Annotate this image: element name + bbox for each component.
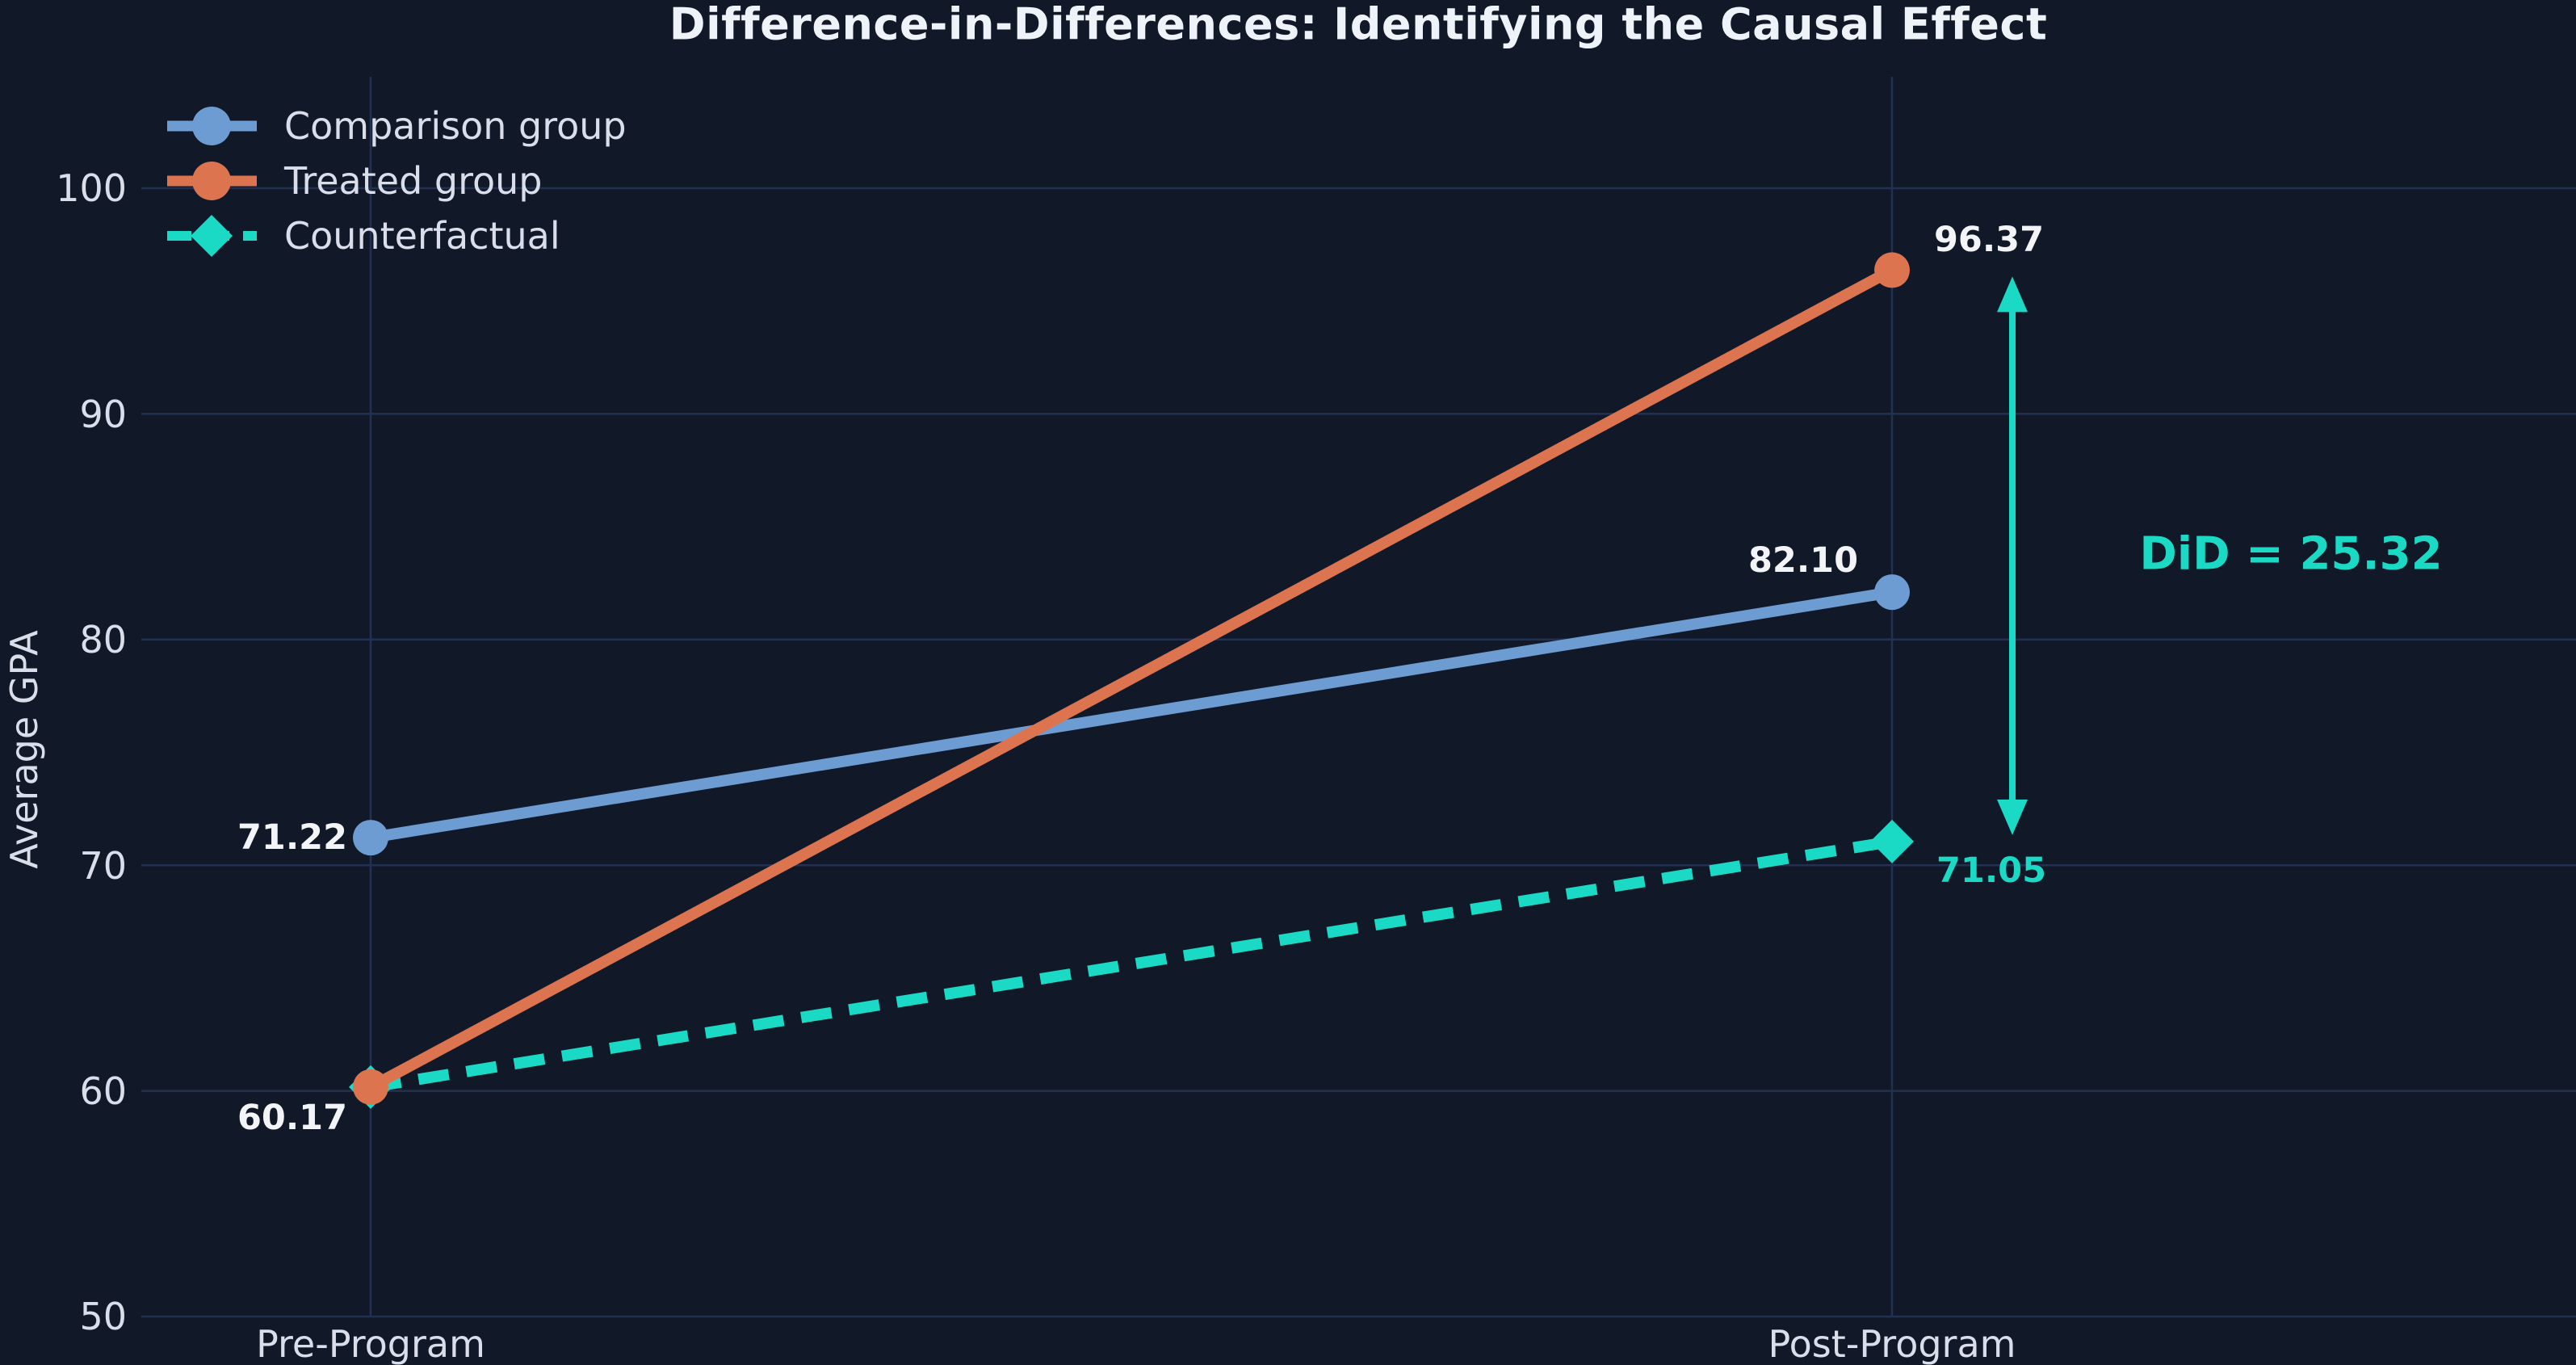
x-tick-post-program: Post-Program bbox=[1768, 1322, 2016, 1365]
marker-treated-group-pre bbox=[353, 1069, 388, 1105]
chart-title: Difference-in-Differences: Identifying t… bbox=[669, 0, 2048, 50]
counterfactual-dashed-diamond-swatch-icon bbox=[167, 215, 257, 257]
data-label-treated-pre: 60.17 bbox=[237, 1098, 348, 1138]
y-tick-60: 60 bbox=[79, 1069, 127, 1113]
marker-counterfactual-post bbox=[1870, 819, 1914, 863]
y-tick-50: 50 bbox=[79, 1295, 127, 1338]
did-arrow-head-up bbox=[1997, 276, 2028, 313]
series-line-treated-group bbox=[367, 265, 1895, 1093]
y-tick-70: 70 bbox=[79, 844, 127, 888]
y-tick-90: 90 bbox=[79, 393, 127, 436]
legend-label-treated-group: Treated group bbox=[284, 159, 543, 203]
marker-comparison-group-post bbox=[1874, 574, 1910, 611]
legend: Comparison group Treated group Counterfa… bbox=[166, 99, 627, 263]
data-label-comparison-post: 82.10 bbox=[1747, 540, 1859, 581]
legend-item-counterfactual: Counterfactual bbox=[166, 208, 627, 263]
did-arrow-head-down bbox=[1997, 799, 2028, 835]
marker-treated-group-post bbox=[1874, 252, 1910, 288]
x-tick-pre-program: Pre-Program bbox=[256, 1322, 485, 1365]
y-axis-label: Average GPA bbox=[2, 630, 46, 869]
legend-label-counterfactual: Counterfactual bbox=[284, 214, 560, 258]
y-tick-80: 80 bbox=[79, 618, 127, 662]
legend-item-comparison-group: Comparison group bbox=[166, 99, 627, 153]
y-tick-100: 100 bbox=[56, 166, 127, 210]
marker-comparison-group-pre bbox=[353, 820, 388, 856]
data-label-comparison-pre: 71.22 bbox=[237, 817, 348, 858]
did-value-annotation: DiD = 25.32 bbox=[2139, 527, 2443, 581]
series-line-comparison-group bbox=[369, 586, 1894, 844]
legend-item-treated-group: Treated group bbox=[166, 153, 627, 208]
comparison-line-circle-swatch-icon bbox=[167, 107, 257, 145]
legend-label-comparison-group: Comparison group bbox=[284, 104, 627, 148]
treated-line-circle-swatch-icon bbox=[167, 162, 257, 200]
data-label-counterfactual-post: 71.05 bbox=[1936, 850, 2047, 891]
data-label-treated-post: 96.37 bbox=[1933, 220, 2045, 260]
series-line-counterfactual bbox=[369, 835, 1894, 1093]
